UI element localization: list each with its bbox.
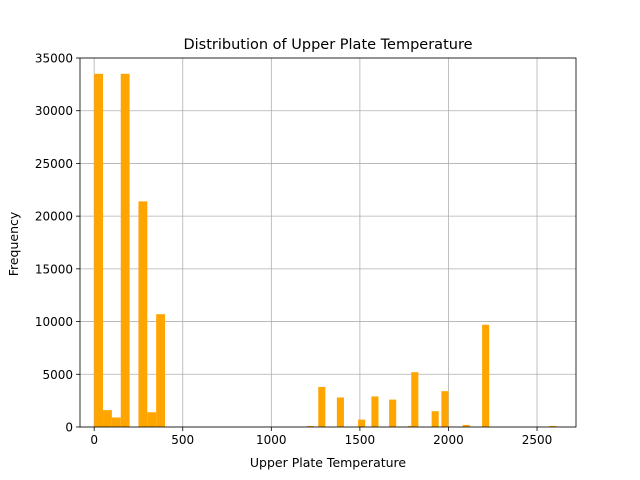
histogram-bar-17 (462, 424, 470, 427)
y-tick-label-5: 25000 (35, 157, 73, 171)
y-tick-label-1: 5000 (42, 368, 73, 382)
histogram-bar-15 (431, 411, 439, 427)
y-tick-label-4: 20000 (35, 210, 73, 224)
axes-layer: 0 500 1000 1500 2000 250005000100001500020000… (35, 52, 577, 447)
histogram-bar-12 (389, 399, 397, 427)
histogram-bar-9 (336, 397, 344, 427)
y-tick-label-0: 0 (65, 421, 73, 435)
x-tick-label-5: 2500 (522, 433, 553, 447)
histogram-bar-3 (120, 73, 130, 428)
y-tick-label-7: 35000 (35, 52, 73, 66)
histogram-bar-11 (371, 396, 379, 427)
x-tick-label-2: 1000 (256, 433, 287, 447)
x-tick-label-0: 0 (90, 433, 98, 447)
y-axis-label: Frequency (6, 211, 21, 276)
x-tick-label-1: 500 (171, 433, 194, 447)
x-tick-label-3: 1500 (345, 433, 376, 447)
chart-title: Distribution of Upper Plate Temperature (183, 37, 472, 53)
x-tick-label-4: 2000 (433, 433, 464, 447)
histogram-bar-16 (441, 391, 449, 427)
y-tick-label-2: 10000 (35, 315, 73, 329)
y-tick-label-3: 15000 (35, 262, 73, 276)
bars-layer (94, 73, 557, 428)
histogram-bar-1 (103, 410, 112, 427)
histogram-bar-13 (407, 425, 412, 427)
histogram-bar-14 (411, 372, 419, 427)
x-axis-label: Upper Plate Temperature (250, 455, 407, 470)
histogram-bar-6 (156, 314, 166, 427)
histogram-bar-5 (147, 412, 157, 427)
histogram-bar-18 (482, 324, 490, 427)
histogram-bar-2 (111, 417, 121, 427)
histogram-bar-10 (358, 419, 366, 427)
histogram-bar-19 (549, 425, 557, 427)
plot-frame (79, 57, 577, 428)
histogram-bar-0 (94, 73, 104, 428)
histogram-bar-4 (138, 201, 148, 427)
y-tick-label-6: 30000 (35, 104, 73, 118)
histogram-bar-7 (306, 425, 314, 427)
histogram-bar-8 (318, 386, 326, 427)
